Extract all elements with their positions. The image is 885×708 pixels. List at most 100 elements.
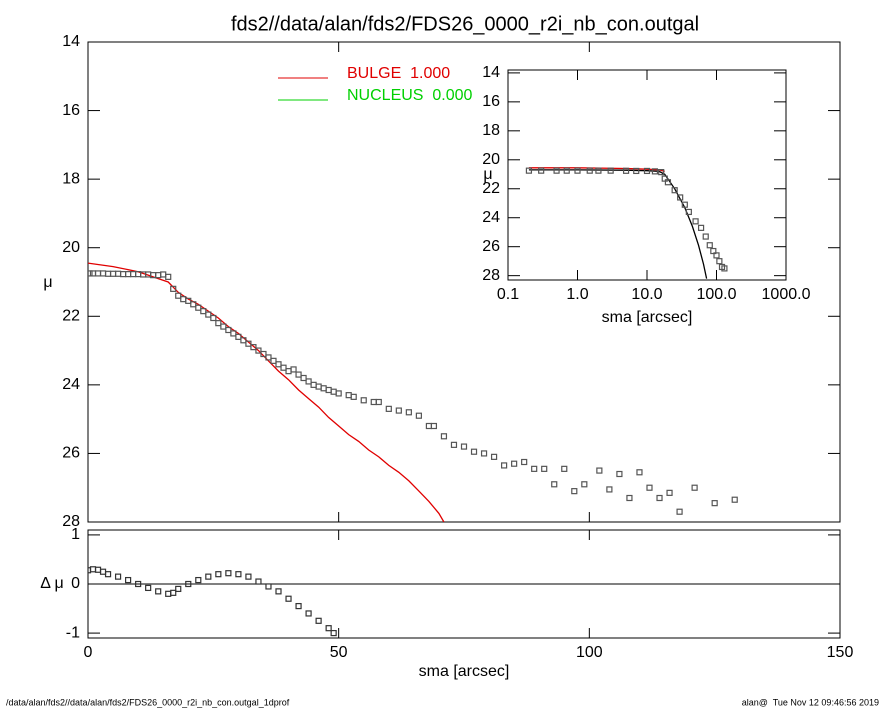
chart-title: fds2//data/alan/fds2/FDS26_0000_r2i_nb_c…	[231, 13, 699, 35]
data-point	[190, 301, 197, 308]
data-point	[114, 573, 122, 580]
plot-area	[88, 566, 337, 637]
data-point	[676, 508, 683, 515]
data-point	[265, 354, 272, 361]
data-point	[345, 392, 352, 399]
x-tick-label: 100	[576, 644, 603, 661]
data-point	[210, 314, 217, 322]
data-point	[633, 167, 640, 175]
data-point	[551, 481, 558, 488]
data-point	[538, 167, 545, 174]
data-point	[702, 233, 709, 240]
x-axis-label: sma [arcsec]	[419, 663, 510, 680]
data-point	[235, 333, 242, 340]
data-point	[240, 337, 247, 344]
data-point	[440, 433, 448, 440]
data-point	[710, 247, 717, 255]
data-point	[275, 588, 282, 595]
data-point	[501, 462, 508, 469]
data-point	[643, 167, 651, 175]
data-point	[430, 422, 438, 430]
data-point	[225, 326, 232, 334]
data-point	[661, 175, 668, 182]
plot-area	[525, 167, 728, 279]
data-point	[220, 323, 227, 330]
data-point	[270, 357, 277, 364]
data-point	[677, 194, 684, 201]
y-tick-label: 16	[482, 93, 500, 110]
y-tick-label: 24	[62, 376, 80, 393]
data-point	[145, 584, 152, 592]
data-point	[155, 272, 162, 279]
data-point	[692, 218, 699, 225]
data-point	[295, 602, 302, 610]
data-point	[490, 453, 498, 460]
y-tick-label: 24	[482, 209, 500, 226]
data-point	[125, 271, 132, 278]
data-point	[99, 270, 107, 277]
data-point	[215, 571, 222, 578]
data-point	[685, 208, 692, 216]
data-point	[265, 583, 272, 590]
x-tick-label: 100.0	[696, 286, 736, 303]
y-tick-label: 20	[482, 151, 500, 168]
data-point	[697, 224, 705, 231]
data-point	[395, 407, 402, 414]
y-tick-label: 18	[62, 170, 80, 187]
data-point	[170, 285, 177, 292]
y-axis-label: Δ μ	[40, 575, 63, 592]
data-point	[350, 393, 357, 400]
x-tick-label: 50	[330, 644, 348, 661]
y-tick-label: 16	[62, 102, 80, 119]
data-point	[245, 573, 252, 580]
data-point	[104, 571, 112, 578]
data-point	[405, 409, 412, 416]
footer-left: /data/alan/fds2//data/alan/fds2/FDS26_00…	[6, 697, 290, 707]
data-point	[114, 270, 122, 277]
data-point	[595, 167, 602, 174]
data-point	[305, 610, 312, 617]
model-line	[88, 262, 445, 522]
data-point	[315, 383, 322, 390]
y-tick-label: 28	[62, 513, 80, 530]
y-tick-label: 18	[482, 122, 500, 139]
data-point	[470, 448, 478, 455]
data-point	[480, 450, 488, 457]
data-point	[370, 398, 377, 406]
data-point	[415, 412, 422, 419]
data-point	[626, 494, 633, 502]
data-point	[165, 273, 172, 280]
model-line	[528, 169, 708, 279]
data-point	[586, 167, 593, 174]
data-point	[245, 340, 252, 347]
x-tick-label: 1.0	[566, 286, 588, 303]
data-point	[200, 308, 207, 315]
data-point	[175, 292, 182, 299]
x-tick-label: 10.0	[631, 286, 662, 303]
data-point	[155, 588, 162, 595]
data-point	[325, 386, 332, 394]
y-tick-label: 14	[62, 33, 80, 50]
data-point	[135, 580, 142, 588]
data-point	[706, 242, 713, 249]
data-point	[315, 617, 322, 624]
data-point	[731, 496, 738, 503]
data-point	[460, 443, 468, 450]
data-point	[574, 167, 581, 174]
data-point	[651, 168, 659, 175]
data-point	[195, 576, 202, 584]
footer-right: alan@ Tue Nov 12 09:46:56 2019	[742, 697, 879, 707]
data-point	[656, 494, 663, 502]
data-point	[671, 187, 678, 194]
data-point	[225, 570, 232, 577]
data-point	[175, 585, 182, 593]
data-point	[215, 320, 222, 327]
data-point	[94, 270, 102, 277]
data-point	[89, 566, 97, 573]
x-tick-label: 150	[827, 644, 854, 661]
data-point	[285, 368, 292, 375]
data-point	[716, 258, 723, 265]
data-point	[125, 576, 132, 584]
data-point	[330, 388, 337, 395]
data-point	[616, 470, 623, 478]
